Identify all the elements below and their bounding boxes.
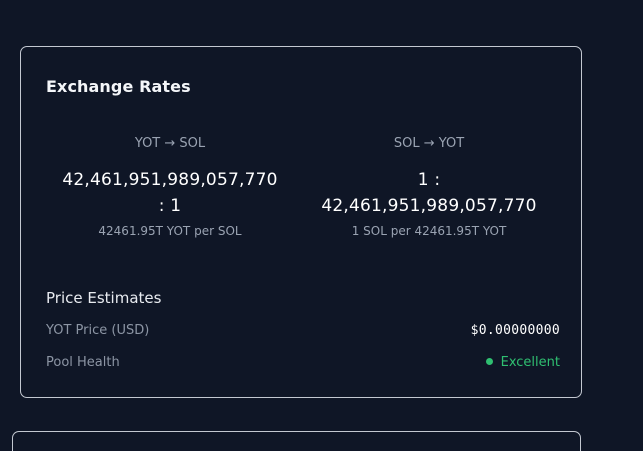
rate-value-line2: 42,461,951,989,057,770 — [321, 196, 537, 216]
pool-health-value: Excellent — [500, 355, 560, 370]
yot-price-value: $0.00000000 — [470, 323, 560, 338]
rate-value-line2: : 1 — [158, 196, 182, 216]
status-dot-icon — [485, 358, 493, 365]
pool-health-row: Pool Health Excellent — [46, 353, 560, 373]
rate-yot-to-sol: YOT → SOL 42,461,951,989,057,770 : 1 424… — [50, 135, 290, 239]
exchange-rates-card: Exchange Rates YOT → SOL 42,461,951,989,… — [20, 46, 582, 398]
yot-price-row: YOT Price (USD) $0.00000000 — [46, 321, 560, 341]
pool-health-label: Pool Health — [46, 355, 120, 370]
rate-value: 1 : 42,461,951,989,057,770 — [309, 167, 549, 219]
yot-price-label: YOT Price (USD) — [46, 323, 150, 338]
rate-pair-label: SOL → YOT — [393, 136, 465, 151]
rate-value-line1: 42,461,951,989,057,770 — [62, 170, 278, 190]
rate-subtext: 42461.95T YOT per SOL — [98, 224, 242, 238]
card-title: Exchange Rates — [46, 77, 191, 96]
pool-health-status: Excellent — [485, 353, 560, 373]
rate-pair-label: YOT → SOL — [134, 136, 206, 151]
rate-value: 42,461,951,989,057,770 : 1 — [50, 167, 290, 219]
rate-sol-to-yot: SOL → YOT 1 : 42,461,951,989,057,770 1 S… — [309, 135, 549, 239]
price-estimates-title: Price Estimates — [46, 289, 162, 307]
rate-subtext: 1 SOL per 42461.95T YOT — [351, 224, 507, 238]
rate-value-line1: 1 : — [417, 170, 441, 190]
next-card-edge — [12, 431, 581, 451]
